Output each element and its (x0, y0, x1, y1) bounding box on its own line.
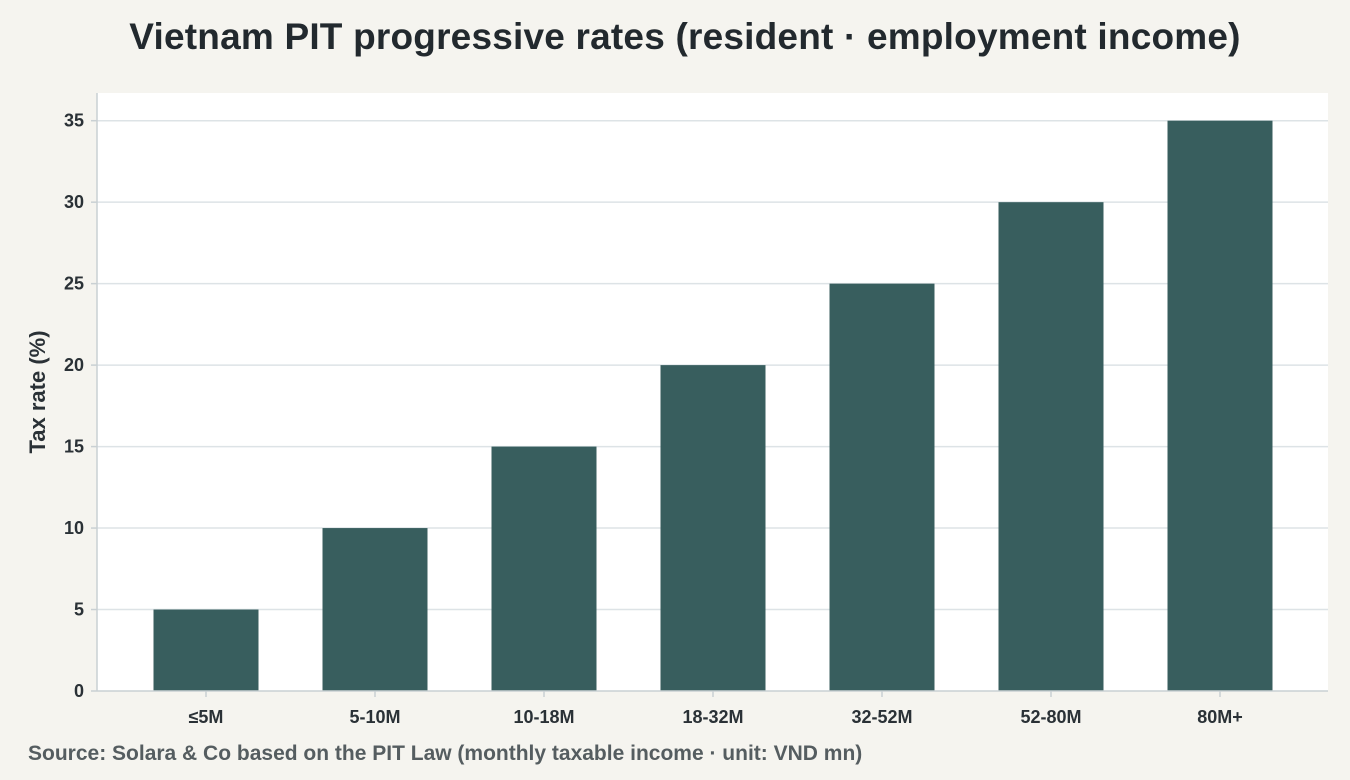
x-tick-label: 5-10M (349, 707, 400, 727)
y-tick-label: 30 (64, 192, 84, 212)
x-tick-label: 32-52M (851, 707, 912, 727)
y-tick-label: 0 (74, 681, 84, 701)
x-tick-labels: ≤5M 5-10M 10-18M 18-32M 32-52M 52-80M 80M+ (189, 691, 1243, 727)
y-tick-labels: 0 5 10 15 20 25 30 35 (64, 111, 97, 701)
bar-1 (153, 609, 259, 691)
bar-6 (998, 202, 1104, 691)
x-tick-label: 10-18M (513, 707, 574, 727)
bar-4 (660, 365, 766, 691)
bar-2 (322, 528, 428, 691)
bar-5 (829, 283, 935, 691)
y-tick-label: 15 (64, 437, 84, 457)
x-tick-label: 18-32M (682, 707, 743, 727)
y-tick-label: 5 (74, 600, 84, 620)
x-tick-label: 80M+ (1197, 707, 1243, 727)
y-tick-label: 25 (64, 274, 84, 294)
y-tick-label: 20 (64, 355, 84, 375)
chart-title: Vietnam PIT progressive rates (resident … (129, 16, 1241, 57)
bar-7 (1167, 120, 1273, 692)
y-tick-label: 10 (64, 518, 84, 538)
y-tick-label: 35 (64, 111, 84, 131)
x-tick-label: 52-80M (1020, 707, 1081, 727)
bars (153, 120, 1273, 692)
bar-3 (491, 446, 597, 691)
y-axis-title: Tax rate (%) (25, 330, 50, 453)
source-note: Source: Solara & Co based on the PIT Law… (28, 742, 863, 765)
x-tick-label: ≤5M (189, 707, 224, 727)
